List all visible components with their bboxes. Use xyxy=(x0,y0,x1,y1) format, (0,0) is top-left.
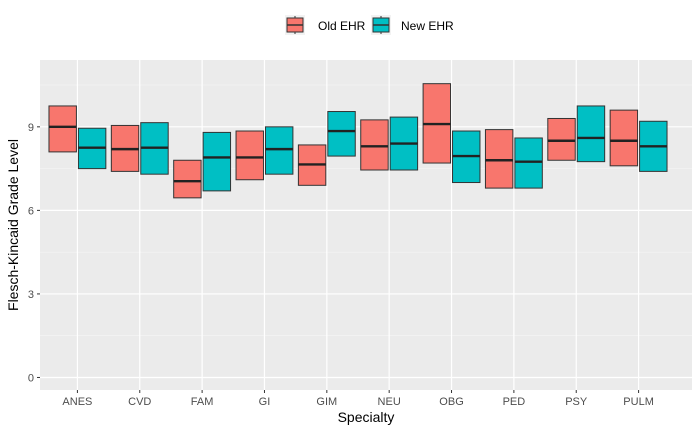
x-tick-label: GI xyxy=(259,396,271,408)
y-tick-label: 0 xyxy=(28,372,34,384)
legend-label-old-ehr: Old EHR xyxy=(318,19,366,33)
box-old-ehr xyxy=(360,119,389,171)
x-tick-label: PULM xyxy=(623,396,654,408)
box-new-ehr xyxy=(327,111,356,157)
y-tick-label: 3 xyxy=(28,289,34,301)
x-tick-label: CVD xyxy=(128,396,151,408)
box-new-ehr xyxy=(202,131,232,192)
box-old-ehr xyxy=(48,105,77,153)
box-old-ehr xyxy=(547,117,576,161)
x-axis-title: Specialty xyxy=(338,409,395,425)
box-old-ehr xyxy=(235,130,264,181)
boxes xyxy=(48,83,668,199)
x-tick-label: ANES xyxy=(62,396,92,408)
legend-item-new-ehr: New EHR xyxy=(371,15,454,35)
box-old-ehr xyxy=(484,129,514,189)
box-new-ehr xyxy=(264,126,294,175)
x-tick-label: FAM xyxy=(191,396,214,408)
y-axis-title: Flesch-Kincaid Grade Level xyxy=(5,139,21,311)
x-tick-label: GIM xyxy=(316,396,337,408)
x-tick-label: OBG xyxy=(439,396,463,408)
box-new-ehr xyxy=(576,105,606,163)
box-new-ehr xyxy=(514,137,543,189)
box-old-ehr xyxy=(609,109,639,167)
x-tick-label: PED xyxy=(503,396,526,408)
x-tick-label: NEU xyxy=(378,396,401,408)
axes: 0 3 6 9 ANES CVD FAM GI GIM NEU OBG PED PSY PULM xyxy=(28,122,654,408)
y-tick-label: 9 xyxy=(28,122,34,134)
y-tick-label: 6 xyxy=(28,205,34,217)
legend-label-new-ehr: New EHR xyxy=(401,19,454,33)
legend: Old EHR New EHR xyxy=(285,15,454,35)
legend-item-old-ehr: Old EHR xyxy=(285,15,366,35)
box-old-ehr xyxy=(173,159,202,199)
x-tick-label: PSY xyxy=(565,396,588,408)
